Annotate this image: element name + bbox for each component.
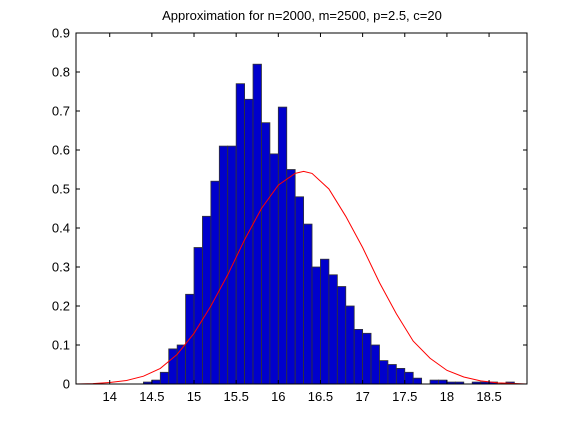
plot-area-frame xyxy=(75,32,528,385)
histogram-bar xyxy=(336,286,347,385)
histogram-bar xyxy=(277,106,288,385)
chart-title: Approximation for n=2000, m=2500, p=2.5,… xyxy=(162,8,442,23)
histogram-bar xyxy=(303,223,313,385)
histogram-bar xyxy=(269,153,279,385)
histogram-bar xyxy=(438,379,448,385)
x-tick-label: 14.5 xyxy=(139,389,164,404)
histogram-bar xyxy=(286,169,296,385)
histogram-bar xyxy=(193,247,203,385)
x-tick-label: 15.5 xyxy=(224,389,249,404)
x-tick-label: 18.5 xyxy=(476,389,501,404)
approximation-curve xyxy=(75,170,528,385)
histogram-bar xyxy=(404,371,414,385)
histogram-bar xyxy=(320,258,330,385)
approximation-curve-group xyxy=(75,170,528,385)
histogram-bar xyxy=(261,122,271,385)
x-tick-label: 15 xyxy=(187,389,201,404)
histogram-bar xyxy=(362,332,372,385)
y-tick-label: 0 xyxy=(63,377,70,392)
y-tick-label: 0.2 xyxy=(52,299,70,314)
y-tick-label: 0.7 xyxy=(52,104,70,119)
histogram-bar xyxy=(345,305,355,385)
histogram-bar xyxy=(235,83,245,385)
y-tick-label: 0.1 xyxy=(52,338,70,353)
histogram-bar xyxy=(202,215,212,385)
y-tick-label: 0.5 xyxy=(52,182,70,197)
histogram-bar xyxy=(218,145,229,385)
histogram-bar xyxy=(395,367,406,385)
histogram-bar xyxy=(328,274,338,385)
y-axis-ticks: 0 0.1 0.2 0.3 0.4 0.5 0.6 0.7 0.8 0.9 xyxy=(52,26,527,392)
histogram-bar xyxy=(159,371,170,385)
x-tick-label: 14 xyxy=(102,389,116,404)
x-tick-label: 17 xyxy=(355,389,369,404)
histogram-bar xyxy=(252,63,262,385)
histogram-bar xyxy=(294,196,305,385)
histogram-bar xyxy=(244,98,254,385)
x-axis-ticks: 14 14.5 15 15.5 16 16.5 17 17.5 18 18.5 xyxy=(102,33,502,404)
histogram-bar xyxy=(151,379,161,385)
histogram-bar xyxy=(168,348,178,385)
histogram-bar xyxy=(379,360,389,385)
y-tick-label: 0.9 xyxy=(52,26,70,41)
y-tick-label: 0.4 xyxy=(52,221,70,236)
histogram-bar xyxy=(370,344,380,385)
histogram-bar xyxy=(353,328,364,385)
x-tick-label: 18 xyxy=(440,389,454,404)
y-tick-label: 0.3 xyxy=(52,260,70,275)
x-tick-label: 16.5 xyxy=(308,389,333,404)
y-tick-label: 0.8 xyxy=(52,65,70,80)
x-tick-label: 16 xyxy=(271,389,285,404)
histogram-bar xyxy=(387,364,397,385)
histogram-bar xyxy=(210,180,220,385)
y-tick-label: 0.6 xyxy=(52,143,70,158)
histogram-bar xyxy=(412,377,423,385)
histogram-bar xyxy=(176,344,186,385)
x-tick-label: 17.5 xyxy=(392,389,417,404)
histogram-bar xyxy=(311,266,321,385)
histogram-bar xyxy=(429,379,439,385)
